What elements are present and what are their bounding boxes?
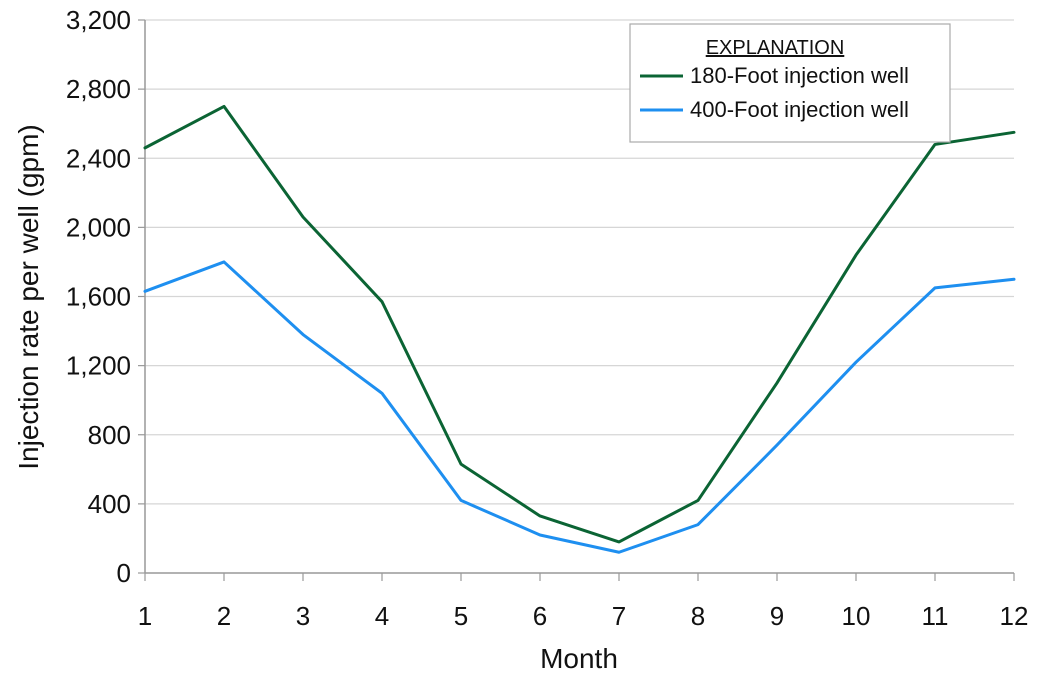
series-line-1 [143, 104, 1016, 544]
x-tick-label: 12 [1000, 601, 1029, 631]
x-tick-label: 3 [296, 601, 310, 631]
x-tick-label: 1 [138, 601, 152, 631]
x-tick-label: 2 [217, 601, 231, 631]
y-tick-label: 2,800 [66, 74, 131, 104]
legend-label-1: 180-Foot injection well [690, 63, 909, 88]
legend-box [629, 23, 951, 143]
x-tick-label: 11 [922, 601, 949, 631]
legend-label-2: 400-Foot injection well [690, 97, 909, 122]
y-tick-label: 800 [88, 420, 131, 450]
y-tick-label: 2,400 [66, 143, 131, 173]
series-line-2 [143, 260, 1016, 554]
x-tick-label: 4 [375, 601, 389, 631]
legend: EXPLANATION 180-Foot injection well 400-F… [629, 23, 951, 143]
x-tick-label: 10 [842, 601, 871, 631]
series-lines [143, 104, 1016, 554]
y-tick-label: 400 [88, 489, 131, 519]
y-tick-label: 1,600 [66, 282, 131, 312]
y-tick-label: 3,200 [66, 5, 131, 35]
legend-title: EXPLANATION [706, 37, 845, 59]
y-tick-label: 1,200 [66, 351, 131, 381]
legend-items: 180-Foot injection well 400-Foot injectio… [640, 63, 909, 122]
x-axis-title: Month [540, 643, 618, 674]
x-tick-label: 7 [612, 601, 626, 631]
y-axis-title: Injection rate per well (gpm) [13, 124, 44, 469]
x-tick-label: 8 [691, 601, 705, 631]
x-tick-label: 9 [770, 601, 784, 631]
y-tick-label: 0 [117, 558, 131, 588]
x-tick-label: 5 [454, 601, 468, 631]
y-tick-label: 2,000 [66, 212, 131, 242]
grid-lines [145, 19, 1014, 505]
x-tick-label: 6 [533, 601, 547, 631]
